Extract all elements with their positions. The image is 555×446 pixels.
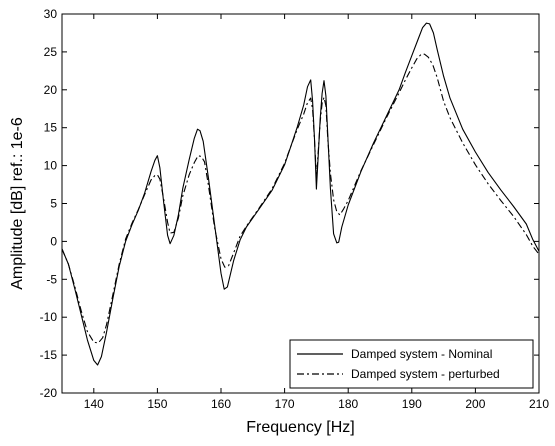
y-tick-label: -15 [40,348,58,362]
legend-label-1: Damped system - Nominal [351,347,492,361]
x-tick-label: 180 [338,397,358,411]
y-tick-label: 20 [44,83,58,97]
x-tick-label: 170 [275,397,295,411]
y-tick-label: 25 [44,45,58,59]
y-tick-label: -10 [40,310,58,324]
plot-frame [61,13,540,394]
x-tick-label: 150 [147,397,167,411]
y-tick-label: -5 [46,272,57,286]
legend-box [289,339,534,389]
x-tick-label: 160 [211,397,231,411]
legend-label-2: Damped system - perturbed [351,367,500,381]
x-tick-label: 140 [84,397,104,411]
x-tick-label: 200 [465,397,485,411]
plot-area-background [62,14,539,393]
x-tick-label: 190 [402,397,422,411]
legend: Damped system - Nominal Damped system - p… [289,339,534,389]
y-tick-label: 10 [44,159,58,173]
series-line-2 [61,53,540,344]
data-lines [61,22,540,366]
tick-labels: 140 150 160 170 180 190 200 210 -20 -15 -10 -5 0 5 10 1… [40,7,550,411]
y-tick-label: 30 [44,7,58,21]
y-tick-label: 5 [50,197,57,211]
y-axis-title: Amplitude [dB] ref.: 1e-6 [9,117,26,290]
y-tick-label: -20 [40,386,58,400]
x-tick-label: 210 [529,397,549,411]
y-tick-label: 15 [44,121,58,135]
x-axis-title: Frequency [Hz] [246,419,354,436]
y-tick-label: 0 [50,234,57,248]
